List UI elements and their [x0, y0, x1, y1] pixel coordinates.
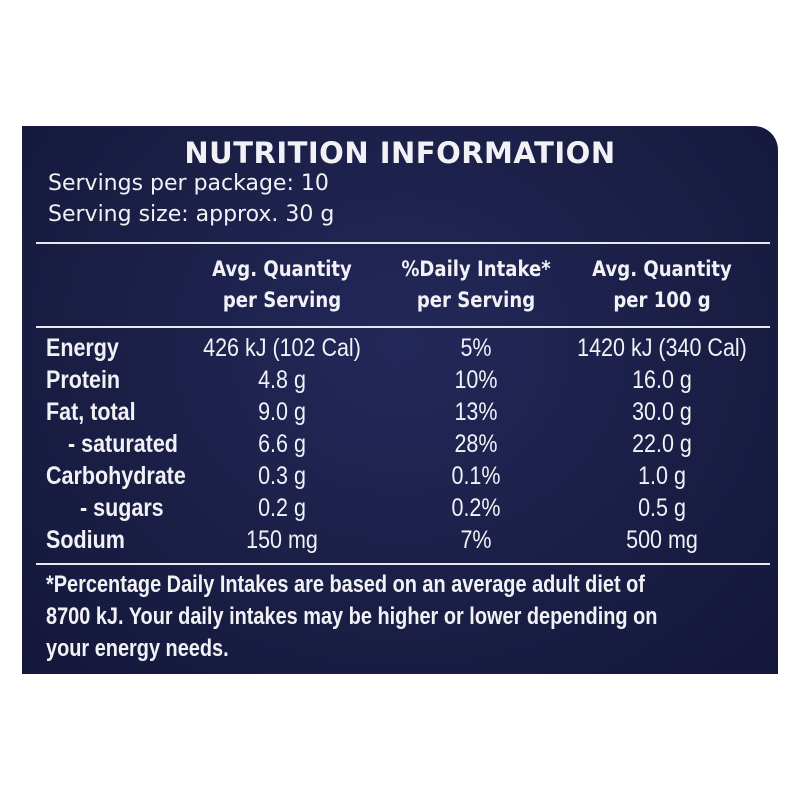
table-row: Carbohydrate 0.3 g 0.1% 1.0 g	[22, 460, 778, 492]
footnote-line: your energy needs.	[46, 635, 229, 662]
nutrient-name: Carbohydrate	[46, 462, 186, 490]
divider-header	[36, 326, 770, 328]
serving-size: Serving size: approx. 30 g	[48, 202, 335, 227]
column-header-line: %Daily Intake*	[401, 257, 551, 281]
daily-intake-value: 0.2%	[451, 494, 501, 522]
daily-intake-value: 13%	[454, 398, 498, 426]
column-header-line: Avg. Quantity	[592, 257, 732, 281]
per-serving-value: 9.0 g	[258, 398, 306, 426]
per-100g-value: 500 mg	[626, 526, 698, 554]
per-serving-value: 6.6 g	[258, 430, 306, 458]
per-100g-value: 1420 kJ (340 Cal)	[577, 334, 747, 362]
daily-intake-footnote: *Percentage Daily Intakes are based on a…	[46, 569, 760, 665]
daily-intake-value: 10%	[454, 366, 498, 394]
daily-intake-value: 0.1%	[451, 462, 501, 490]
nutrient-name: Sodium	[46, 526, 125, 554]
nutrient-name: Protein	[46, 366, 121, 394]
divider-top	[36, 242, 770, 244]
per-100g-value: 30.0 g	[632, 398, 692, 426]
nutrient-name: - saturated	[68, 430, 178, 458]
column-header-per-serving: Avg. Quantity per Serving	[196, 254, 368, 316]
column-header-line: per 100 g	[613, 288, 711, 312]
table-row: - saturated 6.6 g 28% 22.0 g	[22, 428, 778, 460]
daily-intake-value: 28%	[454, 430, 498, 458]
nutrient-name: Fat, total	[46, 398, 136, 426]
per-serving-value: 150 mg	[246, 526, 318, 554]
per-serving-value: 0.3 g	[258, 462, 306, 490]
daily-intake-value: 7%	[460, 526, 492, 554]
daily-intake-value: 5%	[460, 334, 492, 362]
table-row: Sodium 150 mg 7% 500 mg	[22, 524, 778, 556]
column-header-daily-intake: %Daily Intake* per Serving	[390, 254, 562, 316]
column-header-line: Avg. Quantity	[212, 257, 352, 281]
per-100g-value: 22.0 g	[632, 430, 692, 458]
footnote-line: 8700 kJ. Your daily intakes may be highe…	[46, 603, 658, 630]
per-100g-value: 0.5 g	[638, 494, 686, 522]
column-header-line: per Serving	[416, 288, 536, 312]
nutrient-name: Energy	[46, 334, 119, 362]
per-100g-value: 1.0 g	[638, 462, 686, 490]
per-100g-value: 16.0 g	[632, 366, 692, 394]
table-row: Protein 4.8 g 10% 16.0 g	[22, 364, 778, 396]
divider-footnote	[36, 563, 770, 565]
column-header-per-100g: Avg. Quantity per 100 g	[576, 254, 748, 316]
footnote-line: *Percentage Daily Intakes are based on a…	[46, 571, 645, 598]
per-serving-value: 0.2 g	[258, 494, 306, 522]
per-serving-value: 4.8 g	[258, 366, 306, 394]
column-header-line: per Serving	[222, 288, 342, 312]
nutrient-name: - sugars	[80, 494, 164, 522]
table-row: Fat, total 9.0 g 13% 30.0 g	[22, 396, 778, 428]
table-row: - sugars 0.2 g 0.2% 0.5 g	[22, 492, 778, 524]
table-row: Energy 426 kJ (102 Cal) 5% 1420 kJ (340 …	[22, 332, 778, 364]
per-serving-value: 426 kJ (102 Cal)	[203, 334, 361, 362]
nutrition-title: NUTRITION INFORMATION	[184, 136, 616, 170]
servings-per-package: Servings per package: 10	[48, 171, 329, 196]
nutrition-panel: NUTRITION INFORMATION Servings per packa…	[22, 126, 778, 674]
